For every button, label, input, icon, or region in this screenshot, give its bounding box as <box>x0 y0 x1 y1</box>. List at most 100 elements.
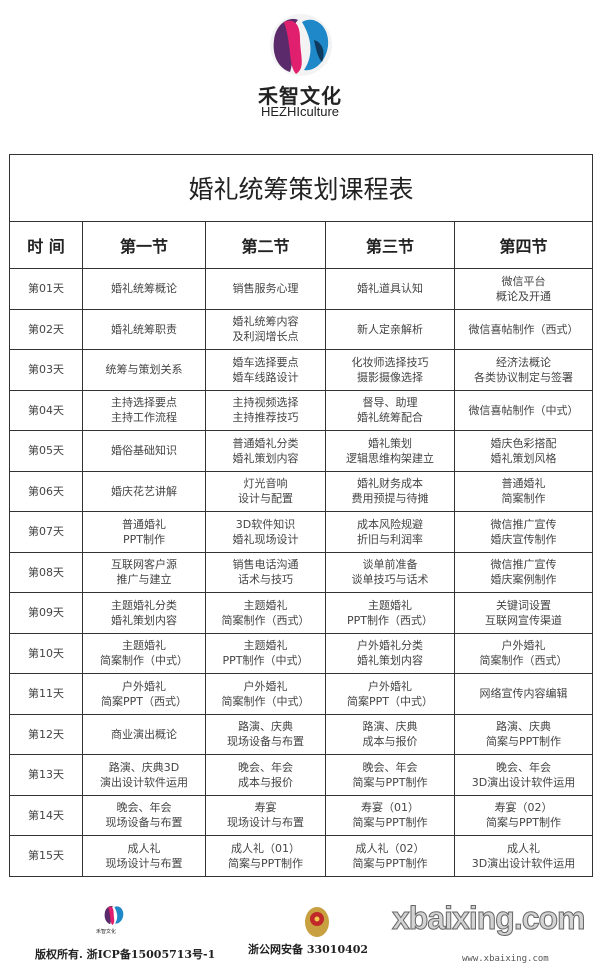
day-cell: 第15天 <box>9 835 83 877</box>
day-cell: 第03天 <box>9 349 83 391</box>
session-cell: 婚礼统筹职责 <box>82 308 206 350</box>
session-cell: 成人礼 现场设计与布置 <box>82 835 206 877</box>
session-cell: 网络宣传内容编辑 <box>454 673 593 715</box>
session-cell: 普通婚礼 PPT制作 <box>82 511 206 553</box>
small-logo-icon <box>104 906 124 925</box>
session-cell: 寿宴 现场设计与布置 <box>205 794 326 836</box>
session-cell: 婚礼道具认知 <box>325 268 455 310</box>
session-cell: 婚庆色彩搭配 婚礼策划风格 <box>454 430 593 472</box>
session-cell: 户外婚礼 简案制作（西式） <box>454 632 593 674</box>
brand-name-cn: 禾智文化 <box>258 84 342 108</box>
session-cell: 统筹与策划关系 <box>82 349 206 391</box>
table-row: 第09天 主题婚礼分类 婚礼策划内容 主题婚礼 简案制作（西式） 主题婚礼 PPT制作… <box>9 592 593 634</box>
session-cell: 婚礼统筹概论 <box>82 268 206 310</box>
watermark: xbaixing.com <box>392 900 586 937</box>
table-row: 第13天 路演、庆典3D 演出设计软件运用 晚会、年会 成本与报价 晚会、年会 简案与… <box>9 754 593 796</box>
day-cell: 第07天 <box>9 511 83 553</box>
table-row: 第11天 户外婚礼 简案PPT（西式） 户外婚礼 简案制作（中式） 户外婚礼 简案PP… <box>9 673 593 715</box>
session-cell: 新人定亲解析 <box>325 308 455 350</box>
session-cell: 路演、庆典 现场设备与布置 <box>205 713 326 755</box>
day-cell: 第06天 <box>9 470 83 512</box>
session-cell: 主题婚礼 PPT制作（西式） <box>325 592 455 634</box>
table-row: 第02天 婚礼统筹职责 婚礼统筹内容 及利润增长点 新人定亲解析 微信喜帖制作（西式） <box>9 308 593 350</box>
table-row: 第07天 普通婚礼 PPT制作 3D软件知识 婚礼现场设计 成本风险规避 折旧与利润率… <box>9 511 593 553</box>
day-cell: 第14天 <box>9 794 83 836</box>
session-cell: 主题婚礼 PPT制作（中式） <box>205 632 326 674</box>
day-cell: 第13天 <box>9 754 83 796</box>
session-cell: 普通婚礼分类 婚礼策划内容 <box>205 430 326 472</box>
session-cell: 主题婚礼 简案制作（西式） <box>205 592 326 634</box>
table-row: 第08天 互联网客户源 推广与建立 销售电话沟通 话术与技巧 谈单前准备 谈单技巧与话… <box>9 551 593 593</box>
session-cell: 普通婚礼 简案制作 <box>454 470 593 512</box>
day-cell: 第02天 <box>9 308 83 350</box>
header-session-2: 第二节 <box>205 221 326 269</box>
session-cell: 婚礼策划 逻辑思维构架建立 <box>325 430 455 472</box>
day-cell: 第04天 <box>9 389 83 431</box>
session-cell: 销售电话沟通 话术与技巧 <box>205 551 326 593</box>
table-row: 第05天 婚俗基础知识 普通婚礼分类 婚礼策划内容 婚礼策划 逻辑思维构架建立 婚庆色彩… <box>9 430 593 472</box>
session-cell: 商业演出概论 <box>82 713 206 755</box>
session-cell: 微信喜帖制作（西式） <box>454 308 593 350</box>
day-cell: 第11天 <box>9 673 83 715</box>
session-cell: 户外婚礼 简案PPT（西式） <box>82 673 206 715</box>
session-cell: 婚车选择要点 婚车线路设计 <box>205 349 326 391</box>
session-cell: 成人礼（02） 简案与PPT制作 <box>325 835 455 877</box>
session-cell: 微信平台 概论及开通 <box>454 268 593 310</box>
session-cell: 婚礼财务成本 费用预提与待摊 <box>325 470 455 512</box>
day-cell: 第12天 <box>9 713 83 755</box>
table-row: 第12天 商业演出概论 路演、庆典 现场设备与布置 路演、庆典 成本与报价 路演、庆典 … <box>9 713 593 755</box>
session-cell: 微信推广宣传 婚庆案例制作 <box>454 551 593 593</box>
session-cell: 灯光音响 设计与配置 <box>205 470 326 512</box>
day-cell: 第08天 <box>9 551 83 593</box>
hezhi-logo <box>270 14 332 76</box>
day-cell: 第09天 <box>9 592 83 634</box>
session-cell: 互联网客户源 推广与建立 <box>82 551 206 593</box>
day-cell: 第01天 <box>9 268 83 310</box>
table-title: 婚礼统筹策划课程表 <box>9 154 593 222</box>
session-cell: 主持视频选择 主持推荐技巧 <box>205 389 326 431</box>
header-session-1: 第一节 <box>82 221 206 269</box>
session-cell: 婚俗基础知识 <box>82 430 206 472</box>
table-row: 第01天 婚礼统筹概论 销售服务心理 婚礼道具认知 微信平台 概论及开通 <box>9 268 593 310</box>
table-row: 第10天 主题婚礼 简案制作（中式） 主题婚礼 PPT制作（中式） 户外婚礼分类 婚礼… <box>9 632 593 674</box>
header-row: 时 间 第一节 第二节 第三节 第四节 <box>9 221 593 269</box>
session-cell: 微信喜帖制作（中式） <box>454 389 593 431</box>
session-cell: 晚会、年会 3D演出设计软件运用 <box>454 754 593 796</box>
day-cell: 第05天 <box>9 430 83 472</box>
session-cell: 婚礼统筹内容 及利润增长点 <box>205 308 326 350</box>
session-cell: 路演、庆典 简案与PPT制作 <box>454 713 593 755</box>
session-cell: 主题婚礼分类 婚礼策划内容 <box>82 592 206 634</box>
table-row: 第15天 成人礼 现场设计与布置 成人礼（01） 简案与PPT制作 成人礼（02） 简… <box>9 835 593 877</box>
session-cell: 路演、庆典 成本与报价 <box>325 713 455 755</box>
small-logo-text: 禾智文化 <box>96 929 117 935</box>
session-cell: 关键词设置 互联网宣传渠道 <box>454 592 593 634</box>
watermark-url: www.xbaixing.com <box>462 954 549 964</box>
session-cell: 督导、助理 婚礼统筹配合 <box>325 389 455 431</box>
copyright-text: 版权所有. 浙ICP备15005713号-1 <box>35 948 216 961</box>
session-cell: 成人礼（01） 简案与PPT制作 <box>205 835 326 877</box>
day-cell: 第10天 <box>9 632 83 674</box>
session-cell: 晚会、年会 简案与PPT制作 <box>325 754 455 796</box>
session-cell: 主持选择要点 主持工作流程 <box>82 389 206 431</box>
table-row: 第04天 主持选择要点 主持工作流程 主持视频选择 主持推荐技巧 督导、助理 婚礼统筹… <box>9 389 593 431</box>
header-session-4: 第四节 <box>454 221 593 269</box>
session-cell: 晚会、年会 成本与报价 <box>205 754 326 796</box>
table-row: 第06天 婚庆花艺讲解 灯光音响 设计与配置 婚礼财务成本 费用预提与待摊 普通婚礼 简… <box>9 470 593 512</box>
session-cell: 经济法概论 各类协议制定与签署 <box>454 349 593 391</box>
session-cell: 成人礼 3D演出设计软件运用 <box>454 835 593 877</box>
header-session-3: 第三节 <box>325 221 455 269</box>
police-record-text: 浙公网安备 33010402 <box>248 943 369 956</box>
session-cell: 主题婚礼 简案制作（中式） <box>82 632 206 674</box>
table-row: 第14天 晚会、年会 现场设备与布置 寿宴 现场设计与布置 寿宴（01） 简案与PPT… <box>9 794 593 836</box>
session-cell: 销售服务心理 <box>205 268 326 310</box>
course-schedule-table: 婚礼统筹策划课程表 时 间 第一节 第二节 第三节 第四节 第01天 婚礼统筹概论… <box>9 154 593 877</box>
header-time: 时 间 <box>9 221 83 269</box>
session-cell: 户外婚礼 简案制作（中式） <box>205 673 326 715</box>
session-cell: 寿宴（02） 简案与PPT制作 <box>454 794 593 836</box>
session-cell: 3D软件知识 婚礼现场设计 <box>205 511 326 553</box>
session-cell: 寿宴（01） 简案与PPT制作 <box>325 794 455 836</box>
session-cell: 成本风险规避 折旧与利润率 <box>325 511 455 553</box>
session-cell: 婚庆花艺讲解 <box>82 470 206 512</box>
session-cell: 晚会、年会 现场设备与布置 <box>82 794 206 836</box>
table-row: 第03天 统筹与策划关系 婚车选择要点 婚车线路设计 化妆师选择技巧 摄影摄像选择 经济… <box>9 349 593 391</box>
